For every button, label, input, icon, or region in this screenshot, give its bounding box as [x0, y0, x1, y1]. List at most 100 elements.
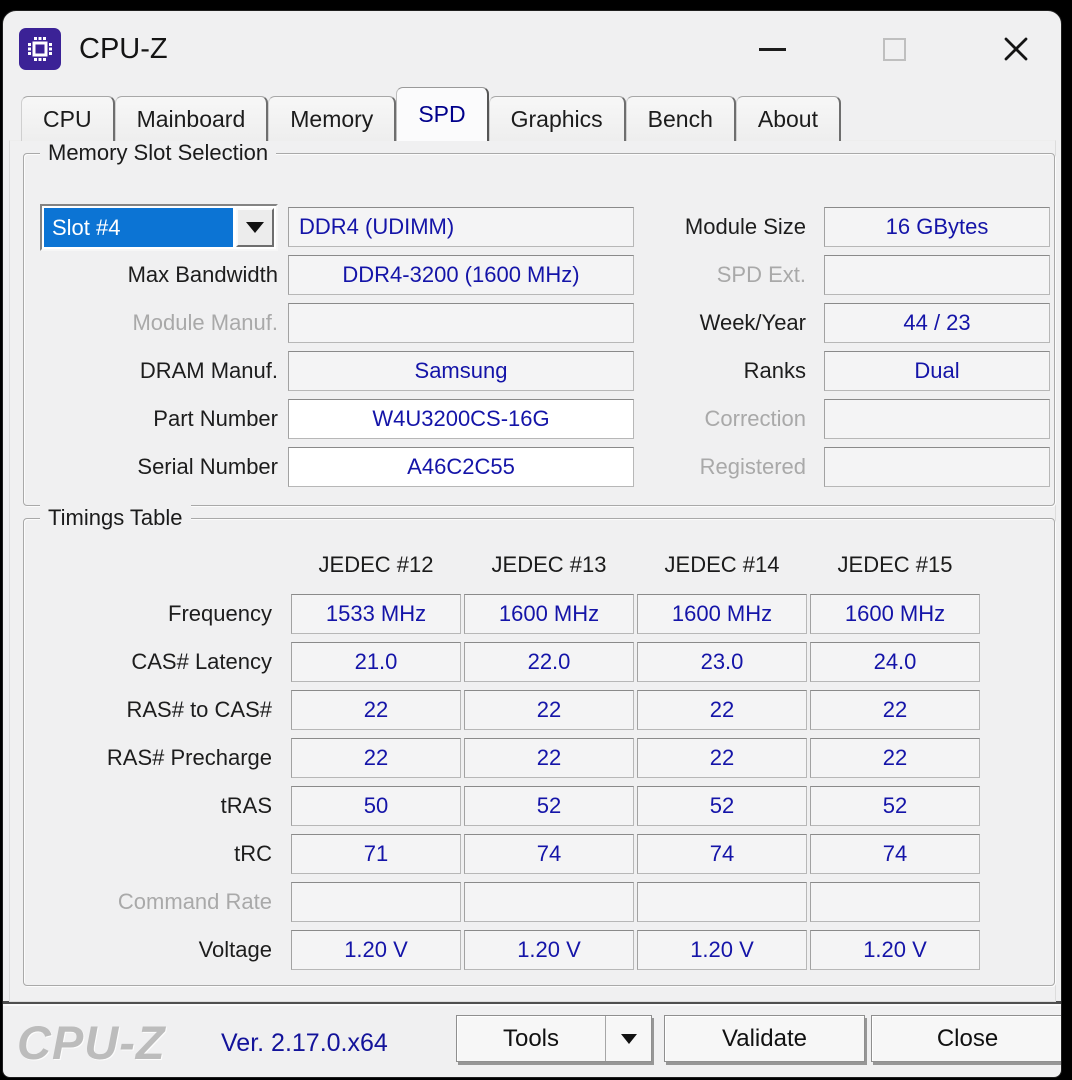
timing-row-label: Voltage	[198, 937, 272, 962]
timing-cell-command-rate-3	[637, 882, 807, 922]
timing-row-tras: tRAS 50 52 52 52	[24, 786, 1054, 826]
timing-cell-frequency-3: 1600 MHz	[637, 594, 807, 634]
label-registered: Registered	[699, 454, 806, 479]
timing-row-cas-latency: CAS# Latency 21.0 22.0 23.0 24.0	[24, 642, 1054, 682]
label-week-year: Week/Year	[699, 310, 806, 335]
timing-row-ras-to-cas: RAS# to CAS# 22 22 22 22	[24, 690, 1054, 730]
field-part-number: W4U3200CS-16G	[288, 399, 634, 439]
column-header-jedec-12: JEDEC #12	[318, 552, 434, 577]
group-title: Timings Table	[40, 505, 191, 531]
field-serial-number: A46C2C55	[288, 447, 634, 487]
chevron-down-icon	[246, 222, 264, 233]
timing-cell-tras-2: 52	[464, 786, 634, 826]
titlebar: CPU-Z	[3, 11, 1061, 87]
tab-mainboard[interactable]: Mainboard	[114, 96, 269, 141]
timing-cell-frequency-1: 1533 MHz	[291, 594, 461, 634]
label-dram-manuf: DRAM Manuf.	[139, 358, 278, 383]
timing-cell-tras-3: 52	[637, 786, 807, 826]
field-dram-manuf: Samsung	[288, 351, 634, 391]
timing-cell-frequency-4: 1600 MHz	[810, 594, 980, 634]
cpuz-logo: CPU-Z	[17, 1016, 166, 1069]
label-serial-number: Serial Number	[137, 454, 278, 479]
timing-cell-voltage-3: 1.20 V	[637, 930, 807, 970]
timing-row-label: Command Rate	[117, 889, 272, 914]
timing-cell-tras-4: 52	[810, 786, 980, 826]
tab-bench[interactable]: Bench	[625, 96, 736, 141]
timing-row-label: RAS# to CAS#	[126, 697, 272, 722]
column-header-jedec-14: JEDEC #14	[664, 552, 780, 577]
footer-separator	[3, 1001, 1061, 1004]
timing-cell-trc-3: 74	[637, 834, 807, 874]
tab-bar: CPU Mainboard Memory SPD Graphics Bench About	[21, 87, 841, 141]
label-ranks: Ranks	[743, 358, 806, 383]
timing-row-command-rate: Command Rate	[24, 882, 1054, 922]
titlebar-close-button[interactable]	[992, 27, 1040, 71]
group-title: Memory Slot Selection	[40, 140, 277, 166]
maximize-button[interactable]	[870, 27, 918, 71]
timing-row-trc: tRC 71 74 74 74	[24, 834, 1054, 874]
timing-cell-command-rate-1	[291, 882, 461, 922]
label-max-bandwidth: Max Bandwidth	[127, 262, 278, 287]
chevron-down-icon	[620, 1033, 637, 1044]
tab-memory[interactable]: Memory	[268, 96, 397, 141]
field-max-bandwidth: DDR4-3200 (1600 MHz)	[288, 255, 634, 295]
timing-row-label: CAS# Latency	[131, 649, 272, 674]
timing-cell-command-rate-2	[464, 882, 634, 922]
footer: CPU-Z Ver. 2.17.0.x64 Tools Validate Clo…	[3, 1007, 1061, 1077]
version-text: Ver. 2.17.0.x64	[221, 1029, 388, 1057]
tools-split-button: Tools	[456, 1015, 652, 1062]
tools-button[interactable]: Tools	[502, 1024, 560, 1052]
timing-cell-ras-precharge-4: 22	[810, 738, 980, 778]
slot-selector[interactable]: Slot #4	[40, 204, 278, 251]
label-spd-ext: SPD Ext.	[716, 262, 806, 287]
timing-row-voltage: Voltage 1.20 V 1.20 V 1.20 V 1.20 V	[24, 930, 1054, 970]
memory-slot-selection-group: Memory Slot Selection Slot #4 DDR4 (UDIM…	[23, 140, 1055, 506]
timing-cell-cas-latency-4: 24.0	[810, 642, 980, 682]
close-button[interactable]: Close	[871, 1015, 1061, 1062]
timing-cell-cas-latency-2: 22.0	[464, 642, 634, 682]
timing-cell-voltage-4: 1.20 V	[810, 930, 980, 970]
timing-row-ras-precharge: RAS# Precharge 22 22 22 22	[24, 738, 1054, 778]
column-header-jedec-13: JEDEC #13	[491, 552, 607, 577]
validate-button[interactable]: Validate	[664, 1015, 865, 1062]
tools-dropdown-button[interactable]	[605, 1016, 651, 1061]
timing-cell-ras-precharge-2: 22	[464, 738, 634, 778]
cpuz-window: CPU-Z CPU Mainboard Memory SPD Graphics Bench…	[2, 10, 1062, 1078]
label-module-size: Module Size	[684, 214, 806, 239]
field-module-manuf	[288, 303, 634, 343]
field-spd-ext	[824, 255, 1050, 295]
timing-cell-ras-to-cas-4: 22	[810, 690, 980, 730]
field-registered	[824, 447, 1050, 487]
timing-cell-ras-to-cas-2: 22	[464, 690, 634, 730]
timing-cell-ras-to-cas-3: 22	[637, 690, 807, 730]
slot-selector-value[interactable]: Slot #4	[44, 208, 233, 247]
window-title: CPU-Z	[79, 32, 168, 65]
timing-cell-trc-2: 74	[464, 834, 634, 874]
tab-cpu[interactable]: CPU	[21, 96, 115, 141]
timings-header-row: JEDEC #12 JEDEC #13 JEDEC #14 JEDEC #15	[24, 552, 1054, 582]
cpu-chip-icon	[28, 37, 52, 61]
minimize-button[interactable]	[748, 27, 796, 71]
timing-cell-voltage-2: 1.20 V	[464, 930, 634, 970]
tab-about[interactable]: About	[735, 96, 841, 141]
timing-cell-ras-precharge-3: 22	[637, 738, 807, 778]
field-correction	[824, 399, 1050, 439]
field-week-year: 44 / 23	[824, 303, 1050, 343]
timing-cell-tras-1: 50	[291, 786, 461, 826]
tab-spd[interactable]: SPD	[396, 87, 489, 141]
timing-cell-voltage-1: 1.20 V	[291, 930, 461, 970]
timing-cell-trc-4: 74	[810, 834, 980, 874]
minimize-icon	[758, 47, 786, 51]
label-part-number: Part Number	[153, 406, 278, 431]
timing-cell-command-rate-4	[810, 882, 980, 922]
timing-row-label: tRC	[234, 841, 272, 866]
timing-cell-cas-latency-1: 21.0	[291, 642, 461, 682]
label-module-manuf: Module Manuf.	[132, 310, 278, 335]
timing-cell-trc-1: 71	[291, 834, 461, 874]
slot-selector-dropdown-button[interactable]	[236, 208, 274, 247]
timings-table-group: Timings Table JEDEC #12 JEDEC #13 JEDEC #1…	[23, 505, 1055, 986]
tab-graphics[interactable]: Graphics	[488, 96, 626, 141]
timing-cell-ras-precharge-1: 22	[291, 738, 461, 778]
field-module-size: 16 GBytes	[824, 207, 1050, 247]
column-header-jedec-15: JEDEC #15	[837, 552, 953, 577]
